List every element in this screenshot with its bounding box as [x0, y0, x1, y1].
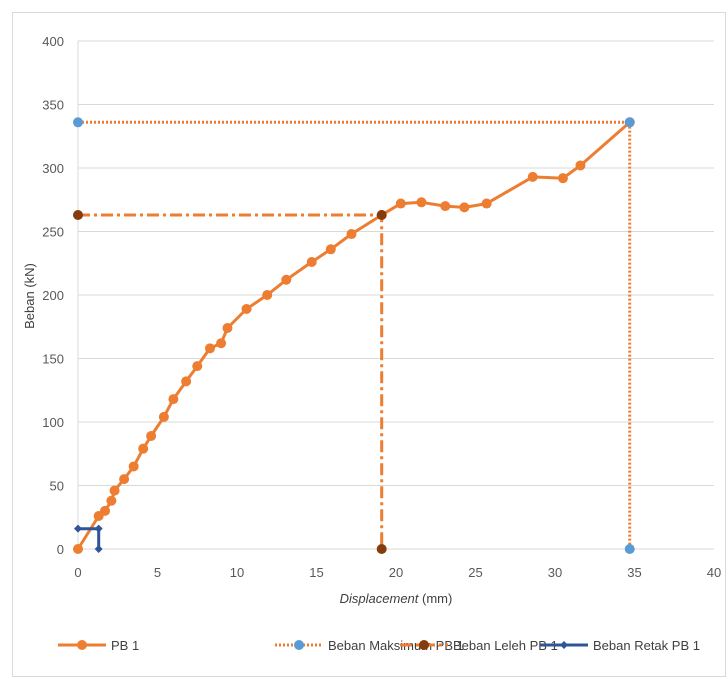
- series-0-point-5: [119, 474, 130, 485]
- y-tick-label-2: 100: [42, 415, 64, 430]
- series-0-point-0: [73, 544, 83, 554]
- series-line-0: [76, 121, 631, 550]
- series-2-point-0: [73, 209, 83, 220]
- gridlines: [77, 40, 714, 550]
- legend-item-0: PB 1: [58, 638, 139, 653]
- y-tick-label-5: 250: [42, 225, 64, 240]
- series-0-point-28: [527, 171, 538, 182]
- y-tick-label-1: 50: [50, 479, 64, 494]
- series-0-point-21: [346, 229, 357, 240]
- x-tick-label-1: 5: [154, 565, 161, 580]
- series-0-point-16: [241, 303, 252, 314]
- series-0-point-9: [158, 411, 169, 422]
- legend-item-1: Beban Maksimum PB 1: [275, 638, 464, 653]
- series-0-point-7: [138, 443, 149, 454]
- series-1-point-2: [624, 544, 635, 554]
- y-tick-label-6: 300: [42, 161, 64, 176]
- series-1-point-0: [73, 117, 83, 128]
- series-0-point-29: [557, 173, 568, 184]
- legend-label-0: PB 1: [111, 638, 139, 653]
- series-0-point-26: [459, 202, 470, 213]
- y-tick-label-3: 150: [42, 352, 64, 367]
- legend-item-3: Beban Retak PB 1: [540, 638, 700, 653]
- series-0-point-18: [281, 274, 292, 285]
- series-0-point-19: [306, 256, 317, 267]
- series-3-point-0: [74, 524, 82, 533]
- legend-label-2: Beban Leleh PB 1: [453, 638, 558, 653]
- legend-marker-2: [419, 640, 429, 650]
- y-tick-label-0: 0: [57, 542, 64, 557]
- series-0-point-30: [575, 160, 586, 171]
- series-0-point-14: [216, 338, 227, 349]
- legend-marker-0: [77, 640, 87, 650]
- y-axis-title: Beban (kN): [22, 263, 37, 329]
- x-tick-label-5: 25: [468, 565, 482, 580]
- x-axis-title: Displacement (mm): [340, 591, 453, 606]
- x-axis-title-main: Displacement: [340, 591, 420, 606]
- series-0-point-8: [146, 430, 157, 441]
- y-tick-label-8: 400: [42, 34, 64, 49]
- legend-item-2: Beban Leleh PB 1: [400, 638, 558, 653]
- series-0-point-25: [440, 201, 451, 212]
- series-3-point-2: [94, 545, 103, 553]
- series-0-point-6: [128, 461, 139, 472]
- x-tick-label-2: 10: [230, 565, 244, 580]
- series-2-point-2: [376, 544, 387, 554]
- x-tick-label-6: 30: [548, 565, 562, 580]
- series-0-point-20: [325, 244, 336, 255]
- series-0-point-15: [222, 323, 233, 334]
- series-0-point-4: [109, 485, 120, 496]
- series-0-point-24: [416, 197, 427, 208]
- y-tick-label-4: 200: [42, 288, 64, 303]
- series-0-point-10: [168, 394, 179, 405]
- series-lines: [76, 120, 632, 550]
- x-tick-label-8: 40: [707, 565, 721, 580]
- series-0-point-27: [481, 198, 492, 209]
- series-0-point-11: [181, 376, 192, 387]
- x-tick-label-3: 15: [309, 565, 323, 580]
- y-tick-label-7: 350: [42, 98, 64, 113]
- legend-label-1: Beban Maksimum PB 1: [328, 638, 464, 653]
- legend-label-3: Beban Retak PB 1: [593, 638, 700, 653]
- x-tick-label-0: 0: [74, 565, 81, 580]
- series-0-point-13: [204, 343, 215, 354]
- legend-marker-1: [294, 640, 304, 650]
- series-0-point-23: [395, 198, 406, 209]
- series-1-point-1: [624, 117, 635, 128]
- series-0-point-12: [192, 361, 203, 372]
- x-tick-labels: 0 5 10 15 20 25 30 35 40: [74, 565, 721, 580]
- legend-marker-3: [560, 641, 568, 649]
- series-markers: [73, 117, 635, 554]
- x-tick-label-7: 35: [627, 565, 641, 580]
- x-axis-title-unit: (mm): [418, 591, 452, 606]
- series-0-point-3: [106, 495, 117, 506]
- series-2-point-1: [376, 209, 387, 220]
- series-line-1: [78, 120, 632, 549]
- y-tick-labels: 0 50 100 150 200 250 300 350 400: [42, 34, 64, 557]
- series-0-point-2: [100, 505, 111, 516]
- series-3-point-1: [94, 524, 103, 533]
- series-0-point-17: [262, 290, 273, 300]
- series-line-2: [78, 213, 384, 549]
- x-tick-label-4: 20: [389, 565, 403, 580]
